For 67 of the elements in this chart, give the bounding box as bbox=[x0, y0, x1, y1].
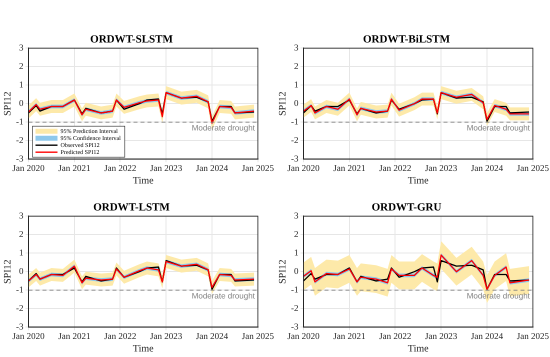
y-tick-label: 1 bbox=[294, 248, 298, 258]
x-tick-label: Jan 2024 bbox=[470, 330, 504, 341]
chart-title: ORDWT-LSTM bbox=[93, 201, 170, 214]
y-tick-label: -3 bbox=[290, 322, 299, 332]
y-tick-label: -3 bbox=[16, 154, 24, 164]
x-tick-label: Jan 2023 bbox=[425, 162, 458, 173]
y-tick-label: -2 bbox=[290, 135, 298, 146]
x-tick-label: Jan 2021 bbox=[333, 162, 366, 173]
x-tick-label: Jan 2022 bbox=[379, 330, 412, 341]
y-tick-label: -2 bbox=[16, 303, 24, 314]
y-tick-label: 0 bbox=[18, 98, 24, 108]
x-tick-label: Jan 2021 bbox=[58, 330, 90, 341]
y-tick-label: 2 bbox=[294, 61, 298, 72]
y-tick-label: 3 bbox=[18, 42, 24, 53]
y-tick-label: 2 bbox=[18, 61, 24, 72]
chart-title: ORDWT-SLSTM bbox=[90, 33, 174, 46]
x-tick-label: Jan 2021 bbox=[333, 330, 366, 341]
x-tick-label: Jan 2022 bbox=[104, 162, 136, 173]
x-axis-title: Time bbox=[408, 344, 430, 355]
x-tick-label: Jan 2024 bbox=[196, 330, 229, 341]
x-tick-label: Jan 2020 bbox=[287, 162, 320, 173]
ref-line-label: Moderate drought bbox=[192, 123, 256, 132]
x-tick-label: Jan 2024 bbox=[196, 162, 229, 173]
y-tick-label: -3 bbox=[16, 322, 24, 332]
x-tick-label: Jan 2025 bbox=[242, 162, 274, 173]
x-tick-label: Jan 2025 bbox=[242, 330, 274, 341]
y-tick-label: 3 bbox=[18, 210, 24, 221]
y-tick-label: 1 bbox=[18, 248, 24, 258]
y-tick-label: -1 bbox=[290, 284, 298, 295]
x-axis-title: Time bbox=[132, 344, 154, 355]
y-tick-label: -2 bbox=[16, 135, 24, 146]
y-tick-label: 3 bbox=[294, 210, 299, 221]
x-tick-label: Jan 2025 bbox=[516, 162, 550, 173]
y-axis-title: SPI12 bbox=[278, 91, 289, 116]
x-tick-label: Jan 2023 bbox=[150, 330, 183, 341]
y-tick-label: -1 bbox=[290, 116, 298, 127]
x-tick-label: Jan 2020 bbox=[12, 162, 46, 173]
ref-line-label: Moderate drought bbox=[192, 291, 256, 300]
y-tick-label: 1 bbox=[18, 80, 24, 90]
y-tick-label: -1 bbox=[16, 284, 24, 295]
y-tick-label: -3 bbox=[290, 154, 299, 164]
x-tick-label: Jan 2020 bbox=[287, 330, 320, 341]
ref-line-label: Moderate drought bbox=[466, 123, 531, 132]
y-axis-title: SPI12 bbox=[278, 259, 289, 284]
y-tick-label: -2 bbox=[290, 303, 298, 314]
x-tick-label: Jan 2022 bbox=[379, 162, 412, 173]
x-axis-title: Time bbox=[408, 176, 430, 187]
chart-title: ORDWT-GRU bbox=[372, 201, 442, 214]
y-axis-title: SPI12 bbox=[2, 259, 14, 284]
x-tick-label: Jan 2023 bbox=[150, 162, 183, 173]
y-tick-label: 0 bbox=[18, 266, 24, 276]
y-axis-title: SPI12 bbox=[2, 91, 14, 116]
y-tick-label: 2 bbox=[18, 229, 24, 240]
y-tick-label: 0 bbox=[294, 98, 299, 108]
x-tick-label: Jan 2025 bbox=[516, 330, 550, 341]
y-tick-label: 0 bbox=[294, 266, 299, 276]
y-tick-label: 1 bbox=[294, 80, 298, 90]
chart-title: ORDWT-BiLSTM bbox=[362, 33, 451, 46]
x-tick-label: Jan 2021 bbox=[58, 162, 90, 173]
x-tick-label: Jan 2022 bbox=[104, 330, 136, 341]
y-tick-label: 3 bbox=[294, 42, 299, 53]
x-tick-label: Jan 2020 bbox=[12, 330, 46, 341]
y-tick-label: 2 bbox=[294, 229, 298, 240]
x-tick-label: Jan 2023 bbox=[425, 330, 458, 341]
x-axis-title: Time bbox=[132, 176, 154, 187]
x-tick-label: Jan 2024 bbox=[470, 162, 504, 173]
y-tick-label: -1 bbox=[16, 116, 24, 127]
